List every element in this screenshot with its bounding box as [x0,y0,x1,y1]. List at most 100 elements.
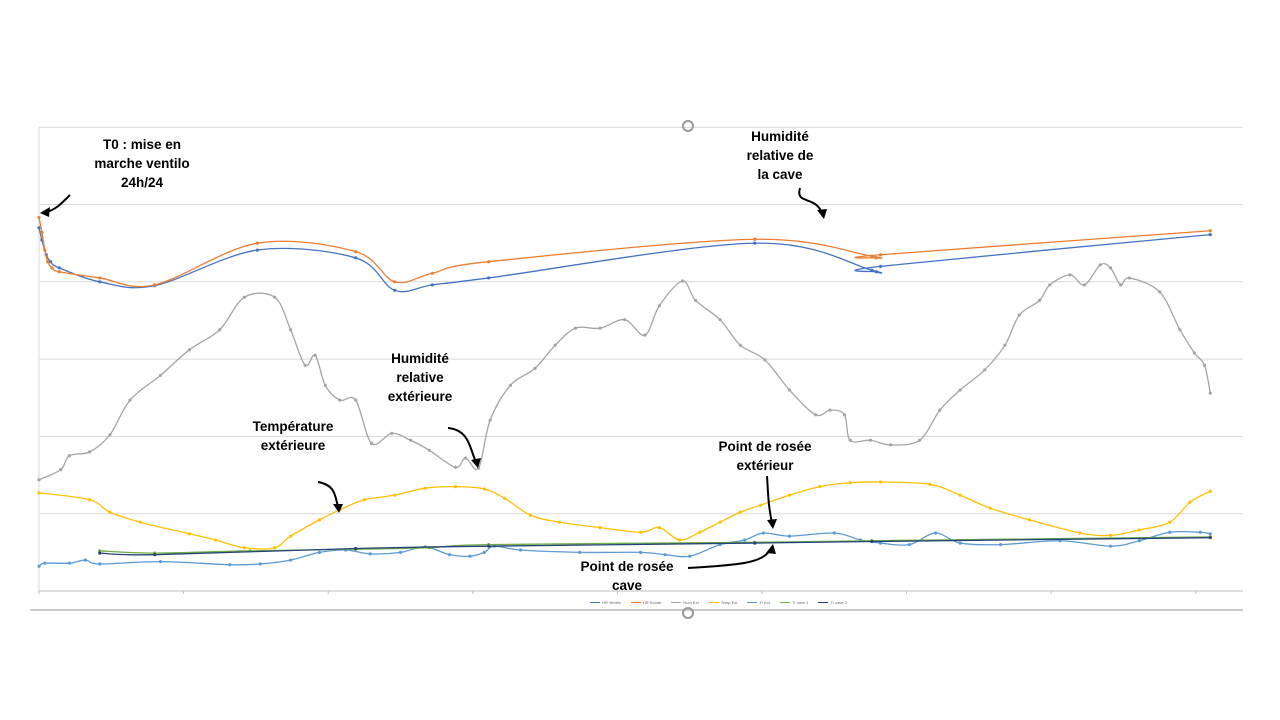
resize-handle-top[interactable] [682,120,694,132]
legend-swatch [779,601,790,604]
data-point [83,558,87,562]
data-point [848,481,852,485]
data-point [338,398,342,402]
data-point [228,563,232,567]
data-point [43,561,47,565]
data-point [878,480,883,484]
data-point [213,538,218,542]
legend-item: Hum Ext [671,600,699,605]
legend-label: HR Sonde [642,600,662,605]
annotation-line: relative [396,370,444,385]
data-point [448,553,452,557]
legend-swatch [590,601,600,604]
data-point [255,248,259,252]
data-point [1208,532,1212,536]
data-point [868,438,873,442]
data-point [813,413,818,417]
data-point [88,498,92,502]
data-point [958,493,962,497]
data-point [46,260,50,264]
data-point [488,418,492,422]
data-point [958,388,962,392]
data-point [153,283,157,287]
data-point [423,486,427,490]
data-point [753,241,757,245]
data-point [878,541,883,545]
data-point [88,450,92,454]
resize-handle-bottom[interactable] [682,607,694,619]
data-point [242,295,246,299]
data-point [638,550,643,554]
data-point [680,279,685,283]
data-point [138,520,142,524]
annotation-dew-ext: Point de rosée extérieur [700,437,830,475]
data-point [878,253,883,257]
data-point [1168,530,1172,534]
data-point [487,544,491,548]
data-point [1108,533,1113,537]
data-point [362,498,366,502]
data-point [59,468,63,472]
data-point [453,485,458,489]
data-point [1208,489,1212,493]
legend-swatch [630,601,641,604]
data-point [1078,531,1082,535]
data-point [1208,391,1212,395]
data-point [317,550,322,554]
data-point [1108,266,1113,270]
data-point [487,260,491,264]
data-point [1038,298,1042,302]
data-point [988,506,993,510]
data-point [828,408,832,412]
annotation-line: marche ventilo [94,156,190,171]
data-point [98,551,102,555]
annotation-hr-ext: Humidité relative extérieure [370,349,470,406]
data-point [98,276,102,280]
data-point [487,276,491,280]
legend-label: Hum Ext [683,600,699,605]
data-point [273,295,277,299]
data-point [1098,263,1102,267]
data-point [1017,313,1021,317]
data-point [37,478,41,482]
data-point [623,318,627,322]
data-point [870,539,874,544]
data-point [598,326,602,330]
data-point [313,353,317,357]
data-point [409,438,413,442]
data-point [37,216,41,220]
data-point [878,264,883,268]
data-point [108,510,112,514]
data-point [289,328,293,332]
arrowhead-hr-ext [471,458,481,468]
data-point [918,438,922,442]
data-point [529,513,533,517]
data-point [430,283,434,287]
data-point [57,266,61,270]
data-point [255,241,259,245]
annotation-line: Point de rosée [580,559,674,574]
data-point [848,438,852,442]
data-point [258,562,262,566]
annotation-line: Humidité [391,351,449,366]
data-point [1168,520,1172,524]
data-point [761,531,766,535]
data-point [693,298,698,302]
annotation-line: Humidité [751,129,809,144]
data-point [518,548,523,552]
data-point [958,541,962,545]
data-point [50,266,54,270]
annotation-line: extérieur [736,458,794,473]
data-point [889,443,893,447]
data-point [390,431,394,435]
data-point [1127,276,1131,280]
annotation-line: Point de rosée [718,439,812,454]
data-point [1119,283,1123,287]
legend-item: Tr cave 2 [818,600,847,605]
data-point [453,465,458,469]
annotation-line: 24h/24 [120,175,164,190]
series-line [38,217,1211,288]
data-point [354,546,358,551]
data-point [98,562,102,566]
data-point [553,343,557,347]
